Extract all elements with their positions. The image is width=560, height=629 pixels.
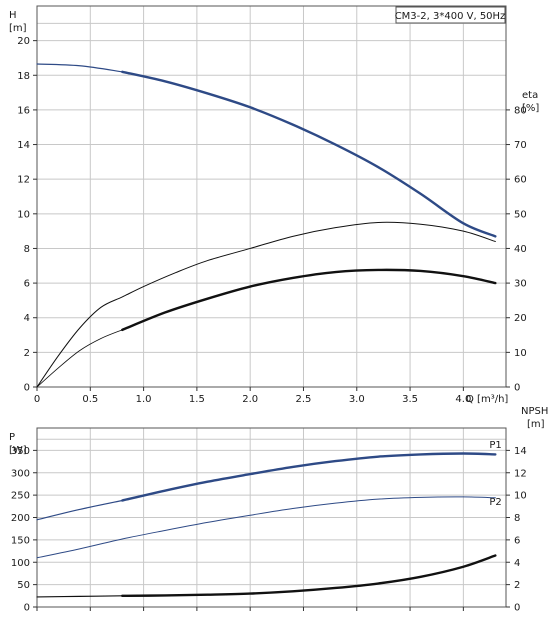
plot-frame bbox=[36, 5, 507, 388]
y-left-tick-label: 18 bbox=[17, 71, 30, 82]
y-left-tick-label: 10 bbox=[17, 209, 30, 220]
y-right-tick-label: 6 bbox=[514, 535, 520, 546]
y-right-tick-label: 40 bbox=[514, 244, 527, 255]
x-tick-label: 4.0 bbox=[455, 394, 471, 405]
x-axis-label: Q [m³/h] bbox=[466, 394, 508, 405]
y-right-tick-label: 4 bbox=[514, 558, 520, 569]
series-line bbox=[36, 329, 123, 388]
y-right-axis-name: eta bbox=[522, 90, 538, 101]
y-left-tick-label: 100 bbox=[11, 558, 30, 569]
series-line bbox=[121, 554, 497, 598]
y-left-tick-label: 8 bbox=[24, 244, 30, 255]
y-left-tick-label: 150 bbox=[11, 535, 30, 546]
y-right-tick-label: 2 bbox=[514, 580, 520, 591]
series-line-p1 bbox=[36, 499, 123, 521]
y-left-tick-label: 6 bbox=[24, 279, 30, 290]
y-right-tick-label: 20 bbox=[514, 313, 527, 324]
series-annotation: P1 bbox=[489, 440, 501, 451]
y-right-tick-label: 0 bbox=[514, 383, 520, 394]
y-right-tick-label: 80 bbox=[514, 105, 527, 116]
y-left-tick-label: 0 bbox=[24, 603, 30, 614]
x-tick-label: 1.5 bbox=[189, 394, 205, 405]
series-line-p1 bbox=[121, 452, 497, 502]
y-left-axis-unit: [W] bbox=[9, 445, 27, 456]
y-right-axis-unit: [%] bbox=[522, 103, 539, 114]
y-right-axis-name: NPSH bbox=[521, 406, 548, 417]
y-left-tick-label: 350 bbox=[11, 446, 30, 457]
y-left-tick-label: 12 bbox=[17, 175, 30, 186]
y-left-axis-name: P bbox=[9, 432, 15, 443]
y-right-tick-label: 8 bbox=[514, 513, 520, 524]
series-line bbox=[121, 70, 497, 238]
x-tick-label: 3.5 bbox=[402, 394, 418, 405]
y-right-tick-label: 14 bbox=[514, 446, 527, 457]
y-left-tick-label: 0 bbox=[24, 383, 30, 394]
y-right-tick-label: 50 bbox=[514, 209, 527, 220]
x-tick-label: 2.0 bbox=[242, 394, 258, 405]
series-annotation: P2 bbox=[489, 497, 501, 508]
y-left-tick-label: 300 bbox=[11, 468, 30, 479]
x-tick-label: 0 bbox=[34, 394, 40, 405]
y-right-tick-label: 30 bbox=[514, 279, 527, 290]
x-tick-label: 3.0 bbox=[349, 394, 365, 405]
series-line bbox=[36, 221, 496, 388]
y-left-tick-label: 250 bbox=[11, 491, 30, 502]
y-right-tick-label: 10 bbox=[514, 491, 527, 502]
y-left-tick-label: 200 bbox=[11, 513, 30, 524]
power-npsh-panel: 0 50 100 150 200 250 300 350 0 2 4 6 8 10 12 14 P [W] NPSH… bbox=[9, 406, 548, 614]
series-line bbox=[36, 595, 123, 598]
y-left-tick-label: 2 bbox=[24, 348, 30, 359]
y-right-tick-label: 60 bbox=[514, 175, 527, 186]
y-right-tick-label: 70 bbox=[514, 140, 527, 151]
y-right-tick-label: 10 bbox=[514, 348, 527, 359]
x-tick-label: 1.0 bbox=[136, 394, 152, 405]
x-tick-label: 2.5 bbox=[296, 394, 312, 405]
y-left-tick-label: 14 bbox=[17, 140, 30, 151]
x-tick-label: 0.5 bbox=[82, 394, 98, 405]
y-right-tick-label: 12 bbox=[514, 468, 527, 479]
series-line bbox=[121, 268, 497, 332]
y-left-tick-label: 20 bbox=[17, 36, 30, 47]
series-line bbox=[36, 63, 123, 73]
series-line-p2 bbox=[36, 496, 496, 559]
y-left-tick-label: 16 bbox=[17, 105, 30, 116]
chart-title-box bbox=[395, 6, 506, 24]
y-left-axis-unit: [m] bbox=[9, 23, 27, 34]
head-efficiency-panel: 0 2 4 6 8 10 12 14 16 18 20 0 10 20 30 40 50 60 70 80 0 0.5 1.… bbox=[9, 5, 539, 405]
y-left-tick-label: 50 bbox=[17, 580, 30, 591]
y-right-tick-label: 0 bbox=[514, 603, 520, 614]
chart-title: CM3-2, 3*400 V, 50Hz bbox=[395, 11, 506, 22]
y-left-tick-label: 4 bbox=[24, 313, 30, 324]
y-right-axis-unit: [m] bbox=[527, 419, 545, 430]
y-left-axis-name: H bbox=[9, 10, 17, 21]
